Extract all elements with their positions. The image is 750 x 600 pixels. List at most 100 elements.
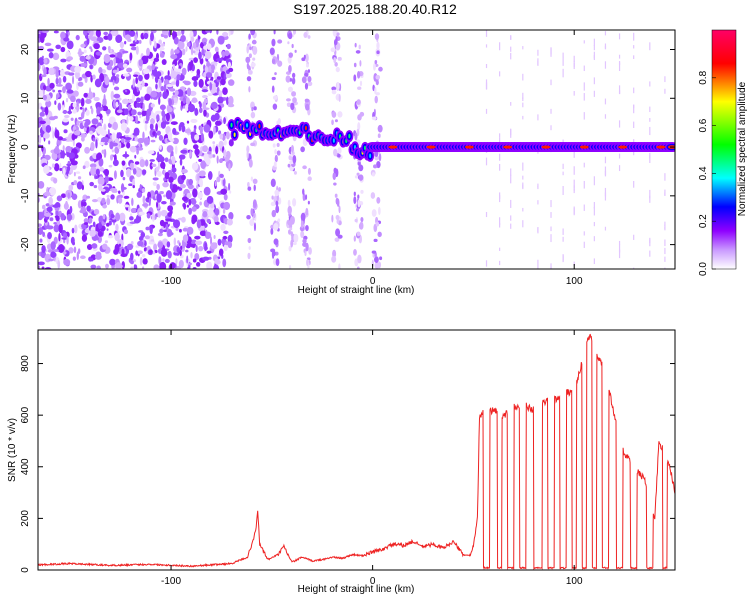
heatmap-streak-blob [375,221,380,227]
heatmap-streak-blob [334,119,338,123]
heatmap-noise-blob [208,130,214,139]
heatmap-track-peak [503,145,513,149]
heatmap-noise-blob [66,213,73,221]
heatmap-streak-blob [377,261,382,269]
heatmap-noise-blob [162,181,169,188]
heatmap-streak-blob [356,208,360,212]
heatmap-noise-blob [38,62,41,72]
heatmap-noise-blob [168,107,173,113]
heatmap-streak-blob [277,118,281,125]
heatmap-streak-blob [336,219,340,224]
heatmap-streak-blob [305,242,309,252]
heatmap-noise-blob [63,232,68,238]
heatmap-faint-streak [618,240,621,245]
heatmap-noise-blob [135,45,139,55]
heatmap-noise-blob [124,150,127,159]
heatmap-noise-blob [102,105,109,112]
heatmap-streak-blob [293,171,297,175]
heatmap-noise-blob [150,90,158,98]
heatmap-track-peak [388,145,398,149]
heatmap-streak-blob [333,182,337,186]
heatmap-streak-blob [300,220,304,229]
heatmap-noise-blob [143,32,149,40]
heatmap-faint-streak [618,61,621,65]
heatmap-faint-streak [510,101,512,106]
heatmap-noise-blob [122,50,129,54]
heatmap-noise-blob [122,63,128,69]
heatmap-noise-blob [58,152,61,160]
heatmap-noise-blob [104,142,108,146]
heatmap-noise-blob [71,239,74,245]
heatmap-streak-blob [275,58,278,63]
heatmap-streak-blob [357,199,361,208]
heatmap-noise-blob [210,64,216,71]
heatmap-noise-blob [223,117,226,125]
heatmap-noise-blob [147,150,155,155]
heatmap-noise-blob [205,229,208,239]
heatmap-noise-blob [71,193,78,200]
heatmap-track-peak [618,145,628,149]
heatmap-noise-blob [121,186,127,190]
heatmap-noise-blob [115,101,119,107]
x-tick-label: -100 [161,276,181,287]
heatmap-noise-blob [39,120,46,125]
heatmap-streak-blob [336,32,340,36]
heatmap-noise-blob [139,158,146,168]
heatmap-streak-blob [374,256,379,263]
heatmap-noise-blob [55,93,59,101]
heatmap-noise-blob [140,231,146,238]
heatmap-noise-blob [185,243,191,249]
heatmap-noise-blob [80,43,86,48]
heatmap-noise-blob [169,88,176,92]
heatmap-faint-streak [510,52,512,60]
heatmap-noise-blob [124,137,132,141]
heatmap-noise-blob [213,235,216,240]
heatmap-noise-blob [121,98,130,105]
heatmap-noise-blob [146,212,151,219]
heatmap-streak-blob [300,146,305,153]
heatmap-noise-blob [159,228,164,234]
colorbar-tick-label: 0.6 [698,118,709,132]
heatmap-streak-blob [290,239,294,248]
heatmap-streak-blob [334,193,338,198]
heatmap-noise-blob [166,145,174,153]
y-tick-label: 600 [20,406,31,423]
heatmap-noise-blob [137,240,144,247]
heatmap-noise-blob [129,145,137,153]
heatmap-faint-streak [604,226,607,231]
heatmap-noise-blob [178,154,186,160]
heatmap-faint-streak [485,64,488,69]
heatmap-noise-blob [152,177,159,181]
heatmap-streak-blob [253,106,257,111]
heatmap-streak-blob [269,47,275,55]
heatmap-faint-streak [499,217,501,225]
heatmap-streak-blob [273,223,279,231]
heatmap-noise-blob [120,122,128,132]
heatmap-noise-blob [103,123,107,131]
heatmap-faint-streak [664,88,666,94]
heatmap-noise-blob [156,193,162,203]
heatmap-streak-blob [335,197,339,205]
heatmap-faint-streak [664,189,666,196]
heatmap-streak-blob [334,62,338,67]
heatmap-noise-blob [192,144,199,150]
heatmap-noise-blob [76,181,83,190]
heatmap-noise-blob [118,197,123,204]
heatmap-faint-streak [522,46,524,50]
heatmap-noise-blob [130,252,134,261]
heatmap-streak-blob [358,44,361,50]
heatmap-noise-blob [107,235,114,239]
heatmap-streak-blob [331,119,334,126]
heatmap-noise-blob [199,102,202,109]
heatmap-noise-blob [110,49,113,53]
heatmap-noise-blob [184,128,192,134]
heatmap-noise-blob [134,33,138,43]
heatmap-noise-blob [80,255,86,260]
heatmap-faint-streak [510,46,512,52]
heatmap-noise-blob [188,207,192,215]
heatmap-streak-blob [355,50,361,54]
heatmap-streak-blob [358,174,364,181]
heatmap-faint-streak [537,114,539,121]
heatmap-faint-streak [604,156,607,164]
heatmap-noise-blob [78,117,83,120]
